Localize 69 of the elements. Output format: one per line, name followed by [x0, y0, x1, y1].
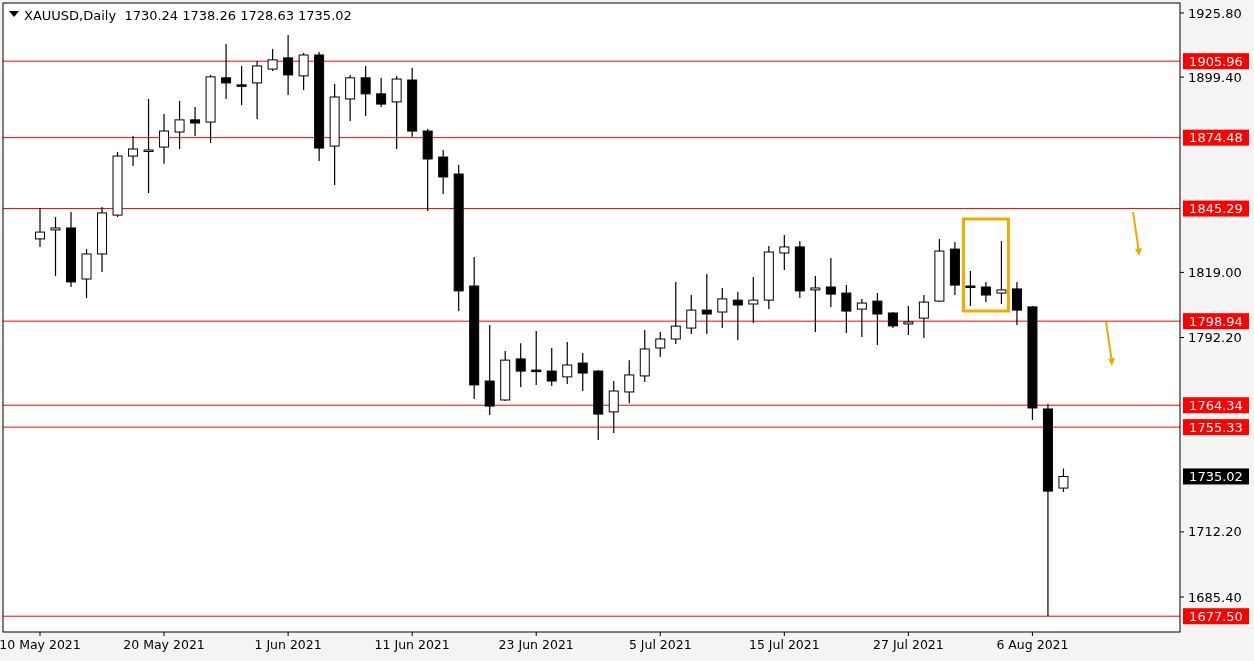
candlestick	[531, 330, 542, 386]
candlestick	[174, 100, 185, 150]
ref-line-label: 1798.94	[1189, 313, 1243, 329]
y-tick-label: 1899.40	[1188, 69, 1242, 85]
candlestick	[252, 60, 263, 120]
candlestick	[221, 43, 232, 100]
candlestick	[810, 275, 821, 333]
candlestick	[515, 342, 526, 388]
x-tick-label: 10 May 2021	[0, 637, 81, 652]
candlestick	[1058, 467, 1069, 493]
text: 1735.02	[1189, 469, 1243, 485]
candlestick	[438, 149, 449, 195]
x-tick-label: 1 Jun 2021	[254, 637, 322, 652]
candlestick	[577, 352, 588, 392]
candlestick	[190, 106, 201, 137]
candlestick	[236, 65, 247, 106]
ref-line-label: 1677.50	[1189, 608, 1243, 624]
candlestick	[965, 270, 976, 307]
candlestick	[732, 291, 743, 341]
candlestick	[128, 135, 139, 167]
candlestick	[546, 347, 557, 387]
candlestick	[918, 294, 929, 339]
candlestick	[283, 34, 294, 96]
y-tick-label: 1685.40	[1188, 589, 1242, 605]
candlestick	[50, 216, 61, 277]
x-tick-label: 5 Jul 2021	[628, 637, 692, 652]
candlestick	[624, 359, 635, 404]
candlestick	[670, 281, 681, 345]
ref-line-label: 1874.48	[1189, 130, 1243, 146]
ref-line-label: 1845.29	[1189, 201, 1243, 217]
x-tick-label: 27 Jul 2021	[873, 637, 944, 652]
candlestick	[655, 331, 666, 358]
x-tick-label: 15 Jul 2021	[748, 637, 820, 652]
candlestick	[391, 75, 402, 150]
candlestick	[841, 284, 852, 334]
candlestick	[980, 281, 991, 303]
candlestick	[872, 292, 883, 346]
candlestick	[376, 77, 387, 108]
candlestick	[345, 74, 356, 122]
candlestick	[996, 240, 1007, 305]
x-tick-label: 11 Jun 2021	[374, 637, 450, 652]
candlestick	[903, 305, 914, 336]
candlestick	[608, 380, 619, 434]
x-tick-label: 23 Jun 2021	[498, 637, 574, 652]
candlestick	[35, 207, 45, 248]
candlestick	[717, 287, 728, 329]
y-tick-label: 1712.20	[1188, 524, 1242, 540]
candlestick	[360, 65, 371, 117]
candlestick	[298, 52, 309, 91]
y-tick-label: 1925.80	[1188, 5, 1242, 21]
y-tick-label: 1792.20	[1188, 330, 1242, 346]
chart-title: XAUUSD,Daily 1730.24 1738.26 1728.63 1735.02	[24, 8, 352, 23]
candlestick	[686, 294, 697, 335]
ref-line-label: 1755.33	[1189, 419, 1243, 435]
candlestick	[159, 113, 170, 165]
y-tick-label: 1819.00	[1188, 264, 1242, 280]
candlestick	[1011, 281, 1022, 326]
candlestick	[825, 257, 836, 308]
ref-line-label: 1764.34	[1189, 397, 1243, 413]
candlestick	[267, 48, 278, 72]
candlestick	[856, 298, 867, 338]
candlestick	[562, 341, 573, 385]
ref-line-label: 1905.96	[1189, 53, 1243, 69]
x-tick-label: 20 May 2021	[123, 637, 205, 652]
candlestick	[748, 276, 759, 324]
candlestick	[701, 273, 712, 335]
candlestick	[779, 234, 790, 271]
candlestick	[143, 98, 154, 194]
x-tick-label: 6 Aug 2021	[996, 637, 1069, 652]
